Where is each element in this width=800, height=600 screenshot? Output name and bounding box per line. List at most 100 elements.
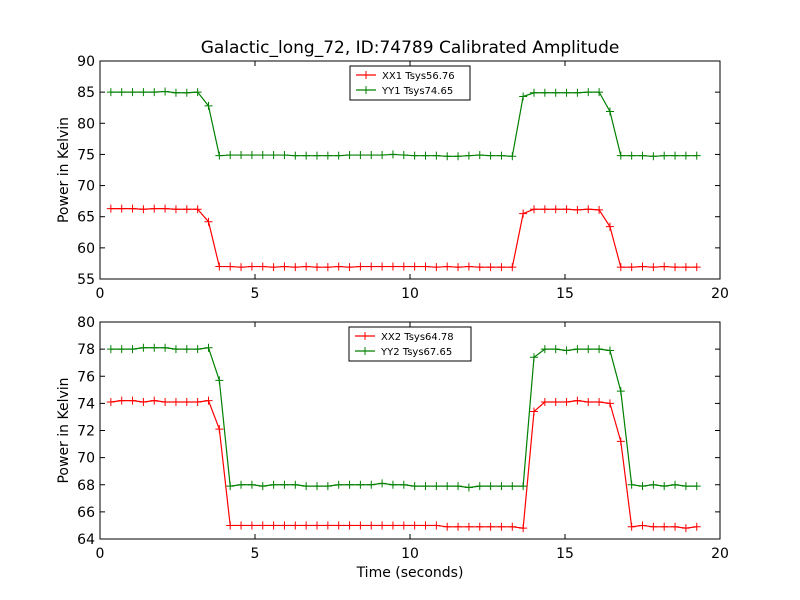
data-point	[454, 482, 463, 491]
y-tick-label: 78	[77, 342, 95, 358]
data-point	[410, 151, 419, 160]
data-point	[627, 480, 636, 489]
y-tick-label: 90	[77, 54, 95, 70]
data-point	[247, 262, 256, 271]
top-subplot: 0 5 10 15 20 55 60 65 70 75 80 85 90 Power in Kelvin X…	[56, 54, 729, 302]
data-point	[562, 346, 571, 355]
data-point	[247, 151, 256, 160]
data-point	[378, 151, 387, 160]
data-point	[150, 396, 159, 405]
data-point	[649, 480, 658, 489]
legend-label: YY1 Tsys74.65	[381, 86, 453, 97]
data-point	[237, 521, 246, 530]
legend-label: XX1 Tsys56.76	[382, 71, 455, 82]
data-point	[237, 151, 246, 160]
legend-box	[349, 65, 471, 101]
data-point	[226, 151, 235, 160]
data-point	[530, 205, 538, 214]
data-point	[280, 262, 289, 271]
data-point	[378, 262, 387, 271]
data-point	[302, 482, 311, 491]
data-point	[584, 205, 593, 214]
data-point	[106, 345, 115, 354]
data-point	[530, 88, 538, 97]
data-point	[649, 152, 658, 161]
data-point	[573, 88, 582, 97]
data-point	[378, 479, 387, 488]
data-point	[302, 262, 311, 271]
y-tick-label: 80	[77, 315, 95, 331]
data-point	[139, 205, 148, 214]
data-point	[508, 263, 517, 272]
data-point	[139, 343, 148, 352]
legend: XX1 Tsys56.76 YY1 Tsys74.65	[349, 65, 471, 101]
data-point	[171, 398, 180, 407]
data-point	[551, 398, 560, 407]
legend-label: XX2 Tsys64.78	[381, 332, 454, 343]
data-point	[345, 151, 354, 160]
data-point	[345, 263, 354, 272]
data-point	[540, 398, 549, 407]
x-tick-label: 10	[401, 546, 419, 562]
data-point	[540, 88, 549, 97]
data-point	[681, 263, 690, 272]
y-tick-label: 80	[77, 116, 95, 132]
y-tick-label: 85	[77, 85, 95, 101]
data-point	[161, 398, 170, 407]
data-point	[106, 398, 115, 407]
data-point	[128, 396, 137, 405]
x-tick-label: 0	[96, 286, 105, 302]
data-point	[627, 522, 636, 531]
data-point	[313, 482, 321, 491]
y-tick-label: 65	[77, 210, 95, 226]
data-point	[454, 522, 463, 531]
data-point	[660, 482, 669, 491]
legend-marker	[362, 86, 370, 94]
data-point	[616, 437, 625, 446]
data-point	[182, 398, 191, 407]
data-point	[692, 522, 701, 531]
legend-marker	[361, 332, 369, 340]
bottom-subplot: 0 5 10 15 20 64 66 68 70 72 74 76 78 80 Power in Kelvi…	[56, 315, 729, 581]
data-point	[356, 262, 365, 271]
data-point	[497, 522, 506, 531]
y-tick-label: 55	[77, 272, 95, 288]
data-point	[573, 205, 582, 214]
data-point	[432, 482, 441, 491]
data-point	[323, 482, 332, 491]
data-point	[291, 480, 300, 489]
data-point	[280, 521, 289, 530]
data-point	[443, 482, 452, 491]
x-tick-label: 15	[556, 286, 574, 302]
data-point	[356, 151, 365, 160]
data-point	[367, 521, 376, 530]
x-tick-label: 5	[251, 286, 260, 302]
data-point	[334, 521, 343, 530]
y-tick-label: 75	[77, 147, 95, 163]
data-point	[519, 482, 528, 491]
data-point	[269, 480, 278, 489]
data-point	[215, 151, 224, 160]
data-point	[193, 205, 202, 214]
data-point	[367, 262, 376, 271]
data-point	[204, 217, 213, 226]
data-point	[204, 343, 213, 352]
x-tick-label: 20	[711, 286, 729, 302]
data-point	[595, 88, 604, 97]
data-point	[161, 343, 170, 352]
data-point	[475, 151, 484, 160]
data-point	[497, 482, 506, 491]
data-point	[334, 151, 343, 160]
data-point	[280, 480, 289, 489]
data-point	[291, 151, 300, 160]
data-point	[464, 522, 473, 531]
data-point	[302, 151, 311, 160]
data-point	[182, 205, 191, 214]
data-point	[258, 262, 267, 271]
data-point	[454, 152, 463, 161]
data-point	[584, 398, 593, 407]
data-point	[454, 263, 463, 272]
legend-label: YY2 Tsys67.65	[380, 347, 452, 358]
data-point	[128, 204, 137, 213]
data-point	[464, 262, 473, 271]
